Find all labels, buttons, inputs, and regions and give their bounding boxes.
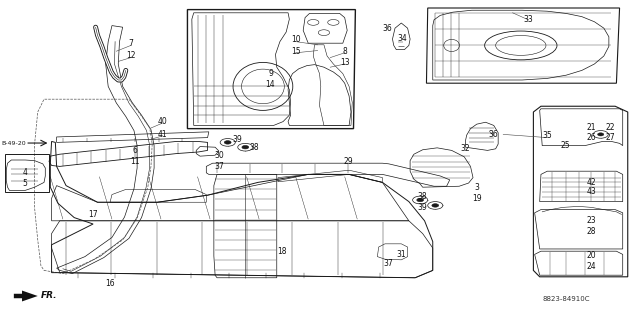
Circle shape <box>413 196 428 204</box>
Circle shape <box>593 131 608 138</box>
Text: 42: 42 <box>586 178 596 187</box>
Text: 43: 43 <box>586 188 596 196</box>
Text: 8: 8 <box>342 47 347 56</box>
Text: 16: 16 <box>105 279 115 288</box>
Circle shape <box>238 143 253 151</box>
Text: 38: 38 <box>418 192 428 201</box>
Text: 20: 20 <box>586 252 596 260</box>
Text: 35: 35 <box>542 132 552 140</box>
Circle shape <box>220 139 235 146</box>
Text: 32: 32 <box>460 144 470 153</box>
Text: 25: 25 <box>560 141 570 150</box>
Text: 29: 29 <box>343 157 353 166</box>
Text: 34: 34 <box>398 34 408 43</box>
Text: 3: 3 <box>474 183 479 192</box>
Text: 19: 19 <box>472 194 482 203</box>
Polygon shape <box>14 291 38 301</box>
Text: 39: 39 <box>418 204 428 212</box>
Text: B-49-20: B-49-20 <box>1 140 26 146</box>
Text: 5: 5 <box>23 180 28 188</box>
Text: 17: 17 <box>88 210 98 219</box>
Circle shape <box>308 20 319 25</box>
Text: 31: 31 <box>396 250 406 259</box>
Circle shape <box>318 30 330 36</box>
Text: 41: 41 <box>157 130 167 139</box>
Text: 11: 11 <box>130 157 140 166</box>
Text: 28: 28 <box>586 227 596 236</box>
Text: 36: 36 <box>382 24 392 33</box>
Circle shape <box>242 146 248 149</box>
Text: FR.: FR. <box>41 292 57 300</box>
Text: 37: 37 <box>214 162 224 171</box>
Text: 40: 40 <box>157 117 167 126</box>
Text: 23: 23 <box>586 216 596 225</box>
Text: 38: 38 <box>249 143 259 152</box>
Text: 15: 15 <box>291 47 301 56</box>
Text: 9: 9 <box>268 69 273 78</box>
Text: 26: 26 <box>586 133 596 142</box>
Circle shape <box>432 204 438 207</box>
Text: 36: 36 <box>489 130 499 139</box>
Text: 33: 33 <box>523 15 533 24</box>
Circle shape <box>417 198 423 202</box>
Text: 27: 27 <box>605 133 615 142</box>
Text: 22: 22 <box>605 124 615 132</box>
Text: 39: 39 <box>233 135 243 144</box>
Circle shape <box>328 20 339 25</box>
Bar <box>5 154 49 192</box>
Text: 37: 37 <box>384 260 394 268</box>
Text: 8823-84910C: 8823-84910C <box>542 296 590 302</box>
Text: 13: 13 <box>340 58 350 67</box>
Text: 21: 21 <box>586 124 596 132</box>
Text: 10: 10 <box>291 36 301 44</box>
Circle shape <box>428 202 443 209</box>
Text: 24: 24 <box>586 262 596 271</box>
Text: 30: 30 <box>214 151 224 160</box>
Circle shape <box>598 133 604 136</box>
Text: 4: 4 <box>23 168 28 177</box>
Text: 12: 12 <box>126 52 136 60</box>
Circle shape <box>225 141 231 144</box>
Text: 7: 7 <box>128 39 133 48</box>
Text: 18: 18 <box>277 247 287 256</box>
Text: 6: 6 <box>133 146 138 155</box>
Text: 14: 14 <box>265 80 276 89</box>
